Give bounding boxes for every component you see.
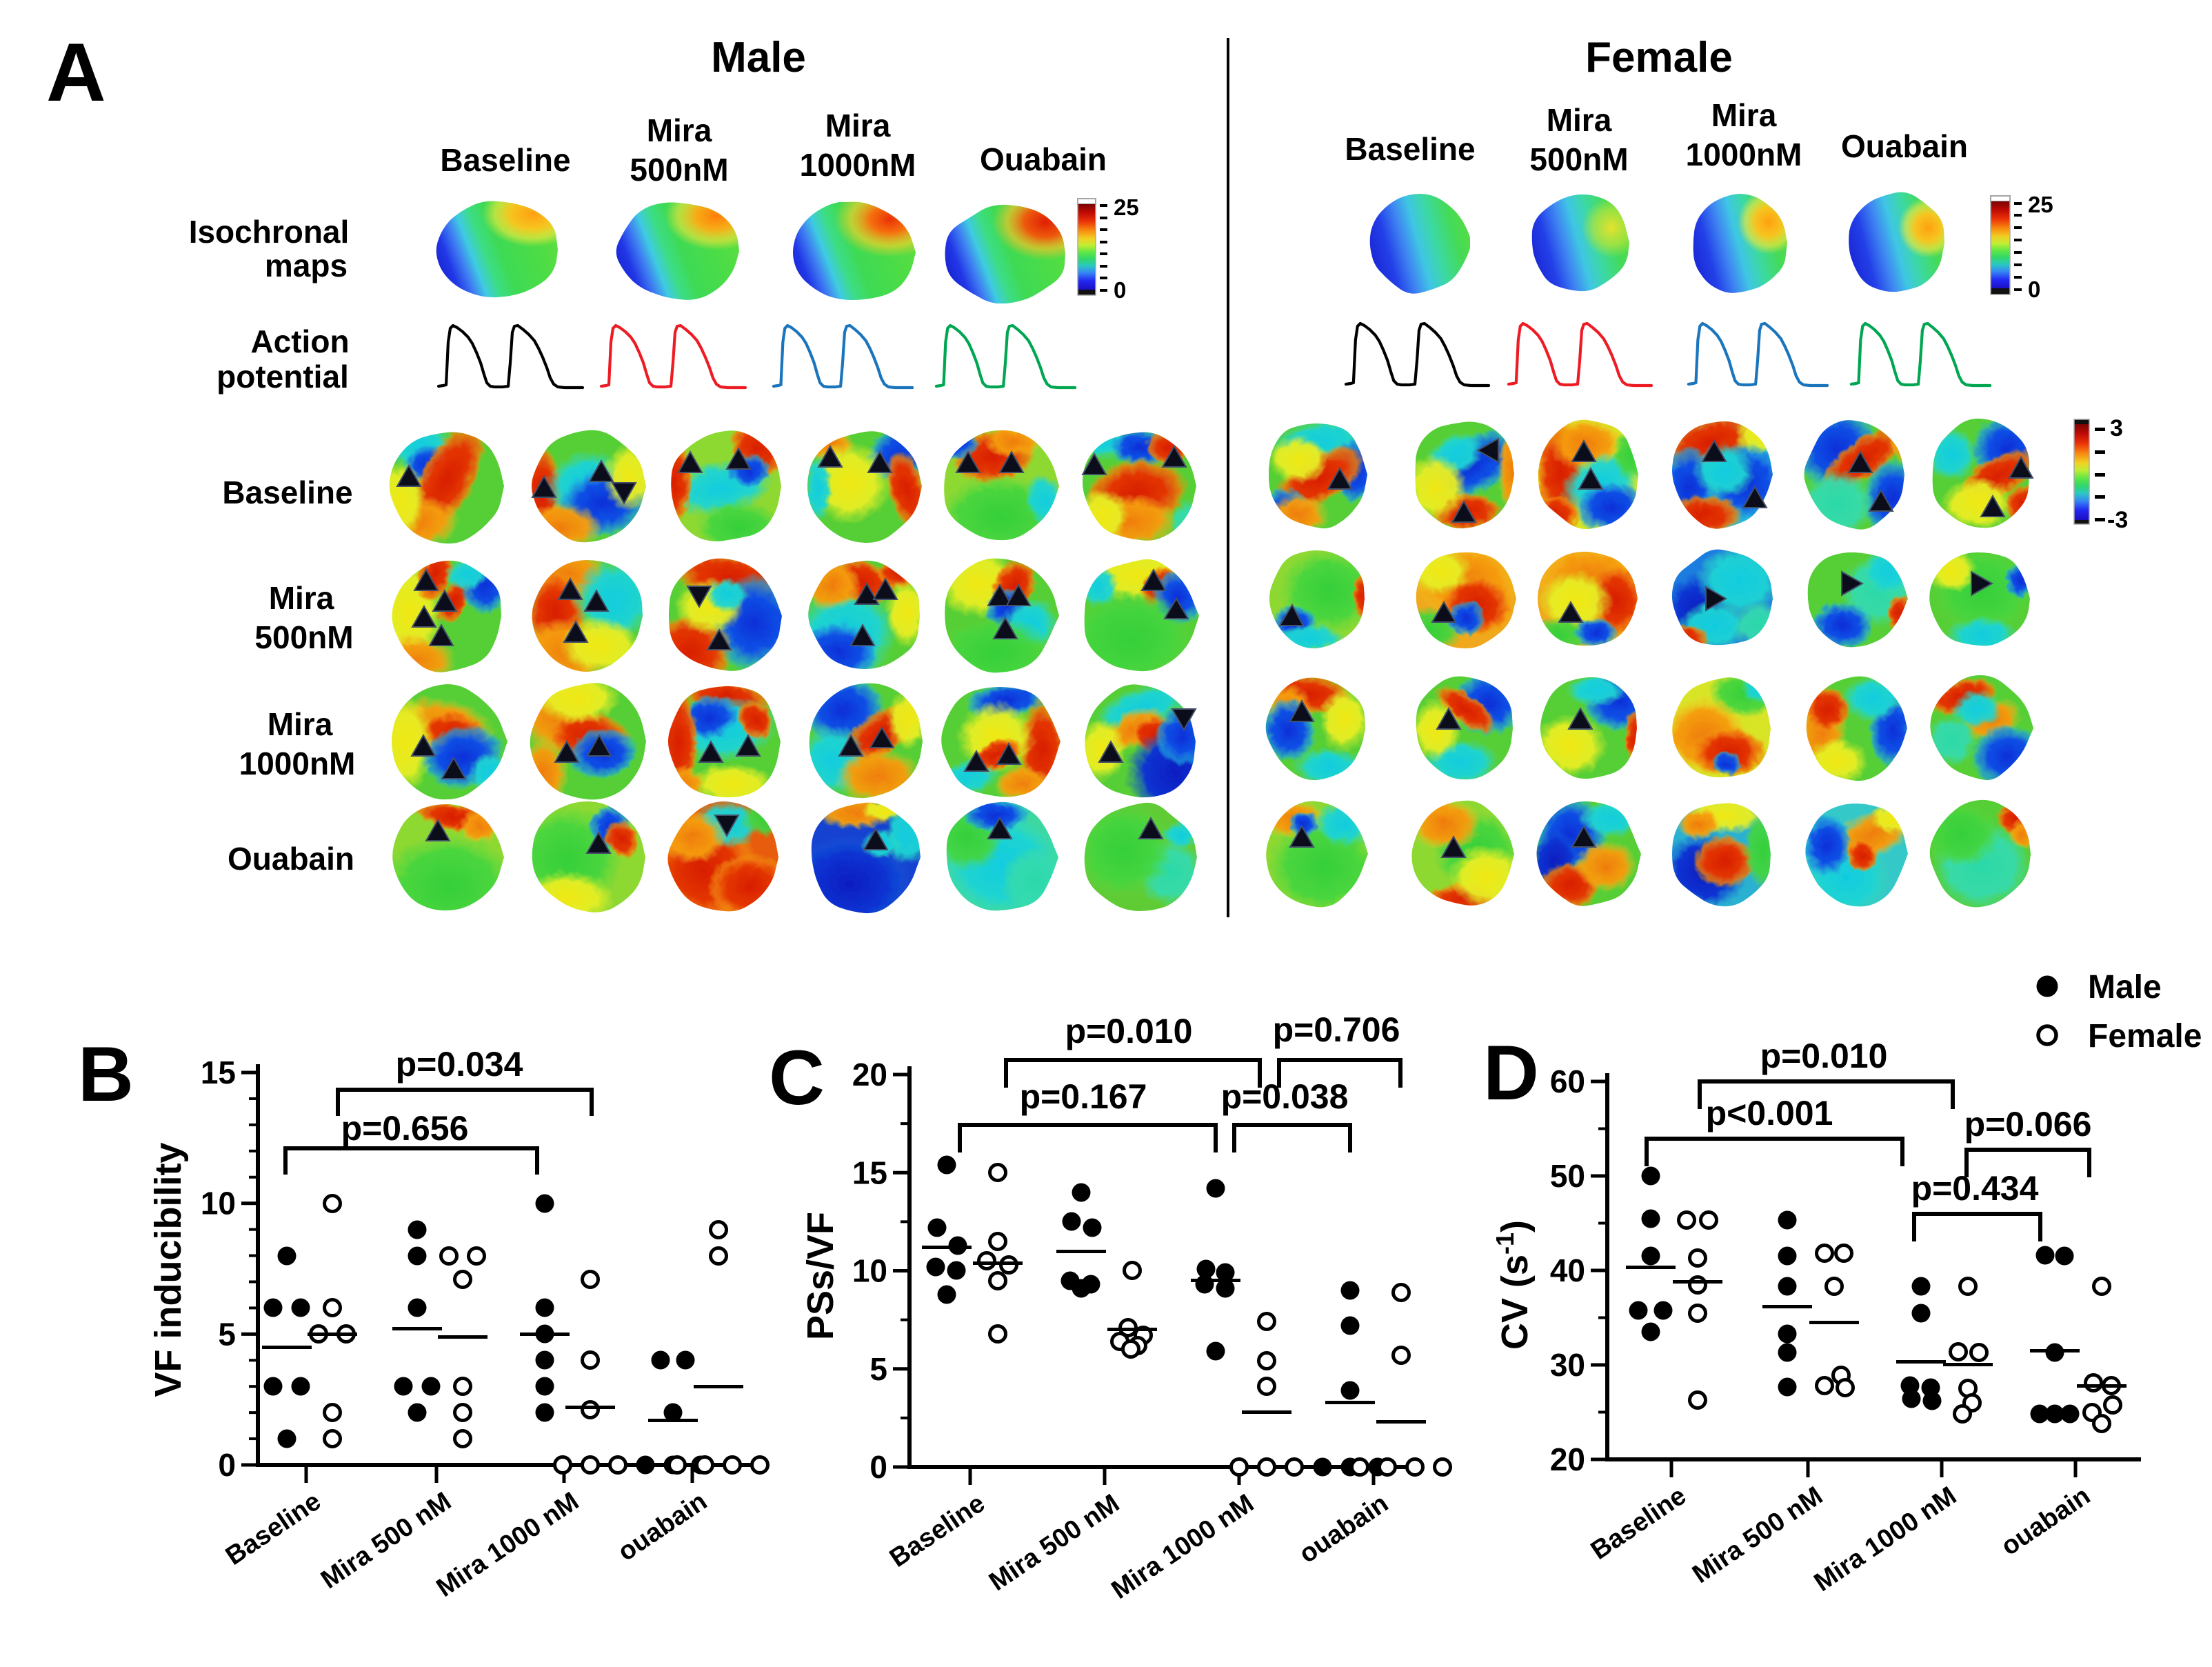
svg-text:Male: Male [711,34,806,81]
svg-text:500nM: 500nM [630,152,728,188]
svg-text:Baseline: Baseline [222,475,352,510]
svg-text:30: 30 [1550,1347,1585,1383]
svg-text:20: 20 [852,1057,887,1092]
svg-text:Ouabain: Ouabain [980,141,1107,177]
svg-text:D: D [1483,1030,1539,1116]
svg-text:Mira: Mira [268,706,333,742]
svg-text:potential: potential [217,359,349,395]
svg-text:Action: Action [250,323,349,359]
svg-text:1000nM: 1000nM [800,147,916,183]
svg-text:Female: Female [1585,34,1733,81]
svg-text:B: B [78,1031,134,1117]
svg-text:25: 25 [2028,192,2053,217]
svg-text:Isochronal: Isochronal [189,214,350,250]
svg-text:p=0.034: p=0.034 [396,1045,523,1084]
svg-text:-3: -3 [2107,507,2128,533]
svg-text:Baseline: Baseline [440,142,570,178]
svg-text:A: A [46,26,106,119]
svg-text:p=0.038: p=0.038 [1221,1077,1349,1116]
svg-text:p=0.010: p=0.010 [1065,1012,1193,1050]
svg-text:Mira: Mira [1711,97,1777,133]
svg-text:Mira: Mira [825,108,891,143]
svg-text:60: 60 [1550,1064,1585,1099]
svg-text:Ouabain: Ouabain [1841,128,1968,164]
svg-text:VF inducibility: VF inducibility [148,1142,189,1397]
svg-text:0: 0 [2028,277,2040,302]
svg-text:0: 0 [1114,277,1126,303]
svg-text:p<0.001: p<0.001 [1706,1094,1833,1132]
svg-text:CV (s-1): CV (s-1) [1491,1220,1536,1350]
svg-text:C: C [769,1035,825,1121]
svg-text:Female: Female [2088,1018,2202,1055]
svg-text:10: 10 [201,1186,236,1221]
svg-text:500nM: 500nM [254,619,353,655]
svg-text:15: 15 [201,1055,236,1090]
svg-text:p=0.656: p=0.656 [341,1109,469,1148]
svg-text:1000nM: 1000nM [239,746,356,781]
svg-text:10: 10 [852,1253,887,1289]
svg-text:15: 15 [852,1155,887,1190]
svg-text:3: 3 [2110,415,2123,441]
svg-text:p=0.434: p=0.434 [1911,1169,2039,1208]
svg-text:Ouabain: Ouabain [228,841,354,877]
svg-text:PSs/VF: PSs/VF [800,1212,841,1340]
svg-text:p=0.706: p=0.706 [1273,1010,1400,1049]
svg-text:20: 20 [1550,1441,1585,1477]
svg-text:25: 25 [1114,194,1139,220]
svg-text:p=0.066: p=0.066 [1964,1105,2092,1144]
svg-text:Baseline: Baseline [1345,131,1475,167]
svg-text:0: 0 [869,1449,887,1485]
svg-text:500nM: 500nM [1529,141,1628,177]
svg-text:Mira: Mira [269,580,334,616]
svg-text:Male: Male [2088,969,2162,1006]
svg-text:5: 5 [869,1351,887,1387]
svg-text:1000nM: 1000nM [1686,137,1802,172]
svg-text:0: 0 [218,1447,236,1483]
svg-text:p=0.010: p=0.010 [1760,1037,1888,1075]
svg-text:Mira: Mira [1547,102,1612,138]
svg-text:5: 5 [218,1316,236,1352]
svg-text:maps: maps [265,248,348,283]
svg-text:50: 50 [1550,1158,1585,1194]
svg-text:p=0.167: p=0.167 [1020,1077,1147,1116]
svg-text:40: 40 [1550,1252,1585,1288]
svg-text:Mira: Mira [647,112,712,148]
